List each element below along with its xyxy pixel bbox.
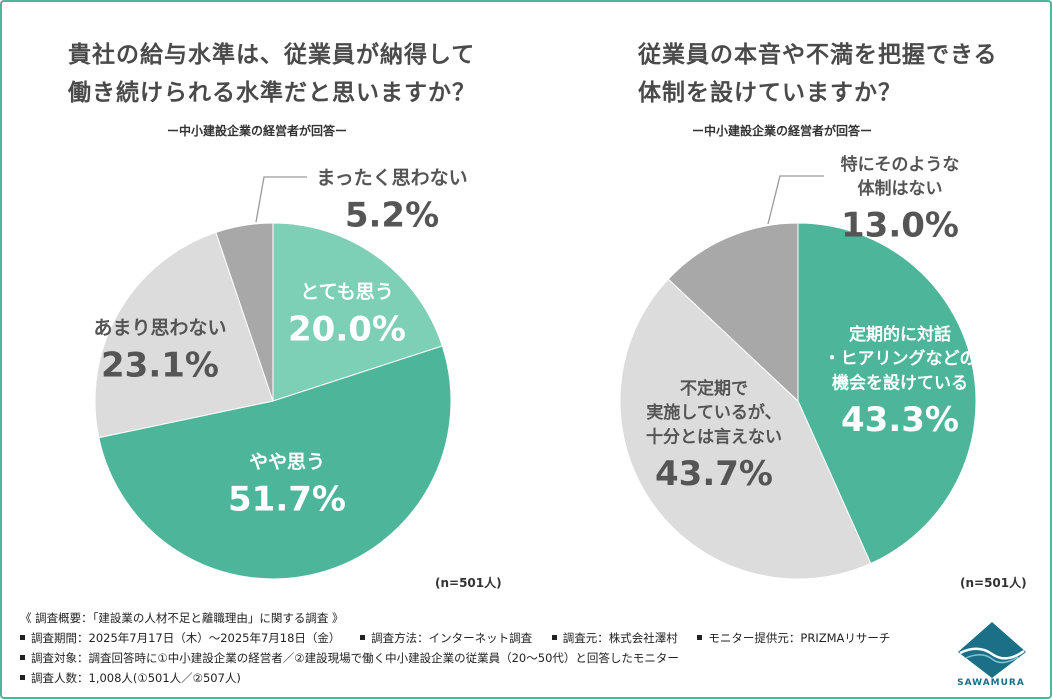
chart2-slice-3-label: 特にそのような xyxy=(841,154,960,175)
chart1-slice-4-value-label: 5.2% xyxy=(345,196,439,236)
bullet-icon xyxy=(697,635,703,640)
bullet-icon xyxy=(20,675,25,680)
survey-heading: 《 調査概要：「建設業の人材不足と離職理由」に関する調査 》 xyxy=(20,611,344,625)
logo-text: SAWAMURA xyxy=(957,678,1025,688)
chart2-slice-3-value-label: 13.0% xyxy=(841,206,959,246)
right-sample-size: (n=501人) xyxy=(960,576,1027,590)
sawamura-logo: SAWAMURA xyxy=(952,620,1042,692)
survey-period: 調査期間：2025年7月17日（木）〜2025年7月18日（金） xyxy=(31,631,341,645)
chart1-slice-3 xyxy=(94,231,274,439)
left-title-line-1: 貴社の給与水準は、従業員が納得して xyxy=(68,42,476,68)
survey-row-3: 調査人数：1,008人(①501人／②507人) xyxy=(20,668,890,688)
survey-target: 調査対象：調査回答時に①中小建設企業の経営者／②建設現場で働く中小建設企業の従業… xyxy=(31,651,679,665)
left-title-line-2: 働き続けられる水準だと思いますか？ xyxy=(68,80,476,106)
survey-overview: 《 調査概要：「建設業の人材不足と離職理由」に関する調査 》 調査期間：2025… xyxy=(20,608,890,688)
pie-charts: とても思う 20.0% やや思う 51.7% あまり思わない 23.1% まったく思わない 5… xyxy=(93,154,977,580)
chart1-slice-2-label: やや思う xyxy=(249,451,325,473)
chart1-slice-1-value-label: 20.0% xyxy=(288,310,406,350)
right-chart-subtitle: ー中小建設企業の経営者が回答ー xyxy=(692,124,873,138)
chart2-slice-1-label: 定期的に対話 xyxy=(849,324,951,345)
chart2-slice-2-label: 実施しているが、 xyxy=(646,402,781,423)
left-chart-title: 貴社の給与水準は、従業員が納得して 働き続けられる水準だと思いますか？ xyxy=(68,36,476,112)
chart2-slice-1-value-label: 43.3% xyxy=(841,400,959,440)
chart1-slice-3-value-label: 23.1% xyxy=(101,346,219,386)
chart2-slice-2 xyxy=(619,278,872,580)
survey-organizer: 調査元：株式会社澤村 xyxy=(562,631,678,645)
chart1-slice-3-label: あまり思わない xyxy=(93,317,226,339)
right-chart-title: 従業員の本音や不満を把握できる 体制を設けていますか？ xyxy=(638,36,998,112)
bullet-icon xyxy=(20,635,25,640)
bullet-icon xyxy=(360,635,366,640)
chart2-slice-1-label: ・ヒアリングなどの xyxy=(824,348,977,369)
survey-row-2: 調査対象：調査回答時に①中小建設企業の経営者／②建設現場で働く中小建設企業の従業… xyxy=(20,648,890,668)
chart2-leader-line-3 xyxy=(767,175,824,225)
logo-diamond-icon xyxy=(958,622,1026,678)
chart2-slice-1 xyxy=(797,222,977,565)
chart2-slice-2-label: 不定期で xyxy=(680,378,748,399)
left-sample-size: (n=501人) xyxy=(435,576,502,590)
chart1-slice-4 xyxy=(215,222,274,402)
survey-method: 調査方法：インターネット調査 xyxy=(371,631,533,645)
chart2-slice-2-label: 十分とは言えない xyxy=(646,426,782,447)
chart1-leader-line-4 xyxy=(255,176,307,223)
bullet-icon xyxy=(20,655,25,660)
chart1-slice-1-label: とても思う xyxy=(300,281,393,303)
chart1-slice-2 xyxy=(98,345,452,580)
chart2-slice-3-label: 体制はない xyxy=(858,178,943,199)
chart2-slice-1-label: 機会を設けている xyxy=(832,372,968,393)
left-chart-subtitle: ー中小建設企業の経営者が回答ー xyxy=(167,124,348,138)
chart1-slice-4-label: まったく思わない xyxy=(316,167,467,189)
right-title-line-1: 従業員の本音や不満を把握できる xyxy=(638,42,998,68)
survey-panel: モニター提供元：PRIZMAリサーチ xyxy=(708,631,891,645)
bullet-icon xyxy=(551,635,557,640)
chart1-slice-2-value-label: 51.7% xyxy=(228,480,346,520)
chart2-slice-2-value-label: 43.7% xyxy=(655,454,773,494)
survey-row-1: 調査期間：2025年7月17日（木）〜2025年7月18日（金） 調査方法：イン… xyxy=(20,628,890,648)
right-title-line-2: 体制を設けていますか？ xyxy=(638,80,902,106)
survey-count: 調査人数：1,008人(①501人／②507人) xyxy=(31,671,241,685)
chart1-slice-1 xyxy=(272,222,443,402)
chart2-slice-3 xyxy=(667,222,799,403)
